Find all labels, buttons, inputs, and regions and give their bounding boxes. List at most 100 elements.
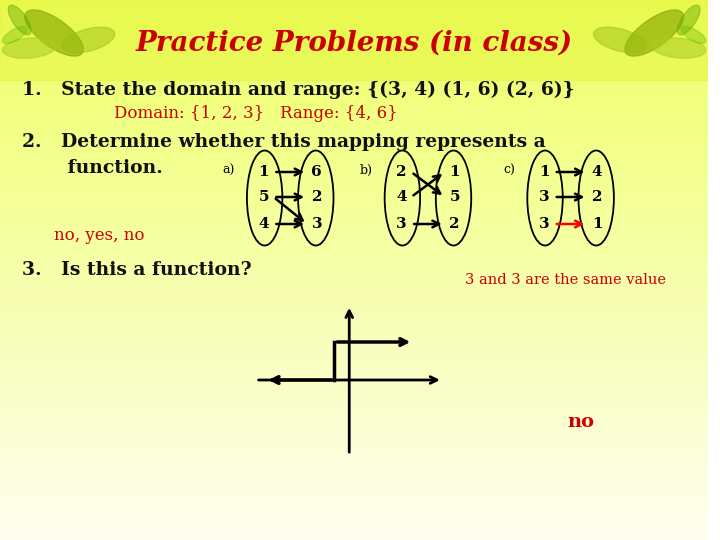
Bar [0, 468, 708, 477]
Bar [0, 441, 708, 450]
Bar [0, 36, 708, 45]
Bar [0, 360, 708, 369]
Bar [0, 252, 708, 261]
Bar [0, 0, 708, 9]
Bar [0, 17, 708, 27]
Text: 5: 5 [449, 190, 460, 204]
Ellipse shape [678, 5, 700, 35]
Text: 3.   Is this a function?: 3. Is this a function? [22, 261, 251, 279]
Bar [0, 522, 708, 531]
Bar [0, 341, 708, 351]
Text: 2: 2 [592, 190, 603, 204]
Bar [0, 503, 708, 513]
Bar [0, 431, 708, 441]
Bar [0, 90, 708, 99]
Text: 3: 3 [396, 217, 407, 231]
Ellipse shape [24, 10, 84, 56]
Bar [0, 377, 708, 387]
Bar [0, 458, 708, 468]
Text: no: no [567, 413, 594, 431]
Bar [0, 179, 708, 189]
Bar [0, 350, 708, 360]
Bar [0, 260, 708, 270]
Bar [0, 26, 708, 36]
Bar [0, 44, 708, 54]
Ellipse shape [3, 38, 56, 58]
Text: 6: 6 [312, 165, 322, 179]
Text: Practice Problems (in class): Practice Problems (in class) [135, 30, 572, 57]
Bar [0, 161, 708, 171]
Bar [0, 107, 708, 117]
Text: b): b) [360, 164, 373, 177]
Text: 3: 3 [312, 217, 322, 231]
Text: 1: 1 [539, 165, 549, 179]
Bar [0, 215, 708, 225]
Text: 3: 3 [539, 190, 549, 204]
Bar [0, 125, 708, 135]
Text: 4: 4 [258, 217, 269, 231]
Bar [0, 296, 708, 306]
Text: no, yes, no: no, yes, no [54, 226, 145, 244]
Bar [0, 171, 708, 180]
Ellipse shape [593, 27, 646, 53]
Bar [0, 530, 708, 540]
Text: function.: function. [22, 159, 163, 177]
Bar [0, 71, 708, 81]
Bar [0, 306, 708, 315]
Bar [0, 395, 708, 405]
Text: 3 and 3 are the same value: 3 and 3 are the same value [465, 273, 666, 287]
Bar [0, 323, 708, 333]
Bar [0, 53, 708, 63]
Ellipse shape [62, 27, 114, 53]
Bar [0, 279, 708, 288]
Bar [0, 134, 708, 144]
Bar [0, 495, 708, 504]
Bar [0, 333, 708, 342]
Bar [0, 449, 708, 459]
Ellipse shape [3, 26, 27, 43]
Bar [0, 512, 708, 522]
Bar [0, 404, 708, 414]
Bar [0, 98, 708, 108]
Bar [0, 9, 708, 18]
Text: 3: 3 [539, 217, 549, 231]
Bar [0, 476, 708, 486]
Bar [0, 242, 708, 252]
Bar [0, 0, 708, 80]
Bar [0, 485, 708, 495]
Bar [0, 198, 708, 207]
Ellipse shape [652, 38, 706, 58]
Bar [0, 80, 708, 90]
Bar [0, 152, 708, 162]
Bar [0, 225, 708, 234]
Text: c): c) [503, 164, 516, 177]
Ellipse shape [681, 26, 706, 43]
Bar [0, 188, 708, 198]
Text: 5: 5 [258, 190, 269, 204]
Ellipse shape [9, 5, 31, 35]
Text: Domain: {1, 2, 3}   Range: {4, 6}: Domain: {1, 2, 3} Range: {4, 6} [114, 105, 397, 122]
Bar [0, 287, 708, 297]
Text: 1: 1 [449, 165, 460, 179]
Text: 4: 4 [396, 190, 407, 204]
Text: a): a) [222, 164, 235, 177]
Bar [0, 206, 708, 216]
Bar [0, 233, 708, 243]
Bar [0, 63, 708, 72]
Text: 2: 2 [449, 217, 460, 231]
Text: 2.   Determine whether this mapping represents a: 2. Determine whether this mapping repres… [22, 133, 545, 151]
Bar [0, 387, 708, 396]
Text: 2: 2 [396, 165, 407, 179]
Bar [0, 414, 708, 423]
Text: 1: 1 [592, 217, 603, 231]
Bar [0, 144, 708, 153]
Text: 4: 4 [592, 165, 603, 179]
Bar [0, 314, 708, 324]
Bar [0, 368, 708, 378]
Text: 2: 2 [312, 190, 322, 204]
Bar [0, 269, 708, 279]
Text: 1: 1 [258, 165, 269, 179]
Ellipse shape [625, 10, 683, 56]
Bar [0, 117, 708, 126]
Bar [0, 422, 708, 432]
